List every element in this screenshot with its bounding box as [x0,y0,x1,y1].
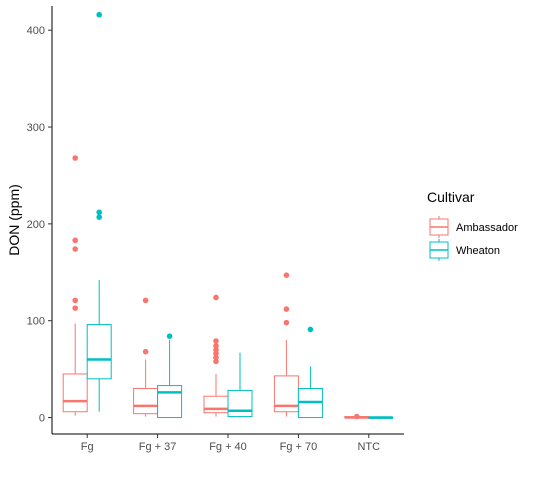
box-iqr [157,385,183,419]
outlier-point [142,297,149,304]
box-ambassador [133,297,159,417]
box-wheaton [86,11,112,412]
box-wheaton [157,333,183,419]
y-tick-label: 300 [27,122,45,134]
outlier-point [72,237,78,244]
box-iqr [86,324,112,380]
y-tick-label: 400 [27,25,45,37]
legend-label: Wheaton [456,245,500,257]
outlier-point [72,305,78,311]
x-tick-label: NTC [357,441,380,453]
outlier-point [213,294,219,301]
x-tick-label: Fg [81,441,94,453]
outlier-point [213,343,219,349]
plot-marks [62,11,394,420]
x-ticks: Fg Fg + 37 Fg + 40 Fg + 70 NTC [81,434,380,453]
box-wheaton [297,326,323,419]
legend-title: Cultivar [427,189,475,205]
outlier-point [142,348,149,355]
outlier-point [72,246,78,252]
outlier-point [213,346,219,353]
outlier-point [307,326,314,333]
outlier-point [72,297,78,304]
box-iqr [133,387,159,415]
y-ticks: 0 100 200 300 400 [27,25,52,425]
outlier-point [283,272,290,278]
box-ambassador [203,294,229,417]
y-tick-label: 100 [27,316,45,328]
outlier-point [213,358,219,365]
outlier-point [213,338,219,344]
legend: Cultivar Ambassador Wheaton [427,189,518,261]
box-iqr [62,373,88,413]
outlier-point [213,354,219,361]
box-wheaton [227,352,253,418]
y-tick-label: 0 [39,413,45,425]
y-tick-label: 200 [27,219,45,231]
x-tick-label: Fg + 40 [209,441,247,453]
box-ambassador [62,155,88,416]
box-iqr [227,389,253,418]
legend-entry-ambassador: Ambassador [429,216,518,238]
outlier-point [96,214,102,220]
legend-label: Ambassador [456,222,518,234]
y-axis-title: DON (ppm) [6,184,22,256]
outlier-point [96,11,102,18]
outlier-point [354,413,360,420]
x-tick-label: Fg + 70 [280,441,318,453]
outlier-point [213,350,219,357]
x-tick-label: Fg + 37 [139,441,177,453]
outlier-point [72,155,78,161]
outlier-point [283,319,290,326]
box-ambassador [273,272,299,417]
box-iqr [203,395,229,414]
outlier-point [283,306,290,312]
legend-entry-wheaton: Wheaton [429,239,500,261]
outlier-point [96,209,102,216]
box-wheaton [368,416,394,419]
outlier-point [166,333,173,339]
